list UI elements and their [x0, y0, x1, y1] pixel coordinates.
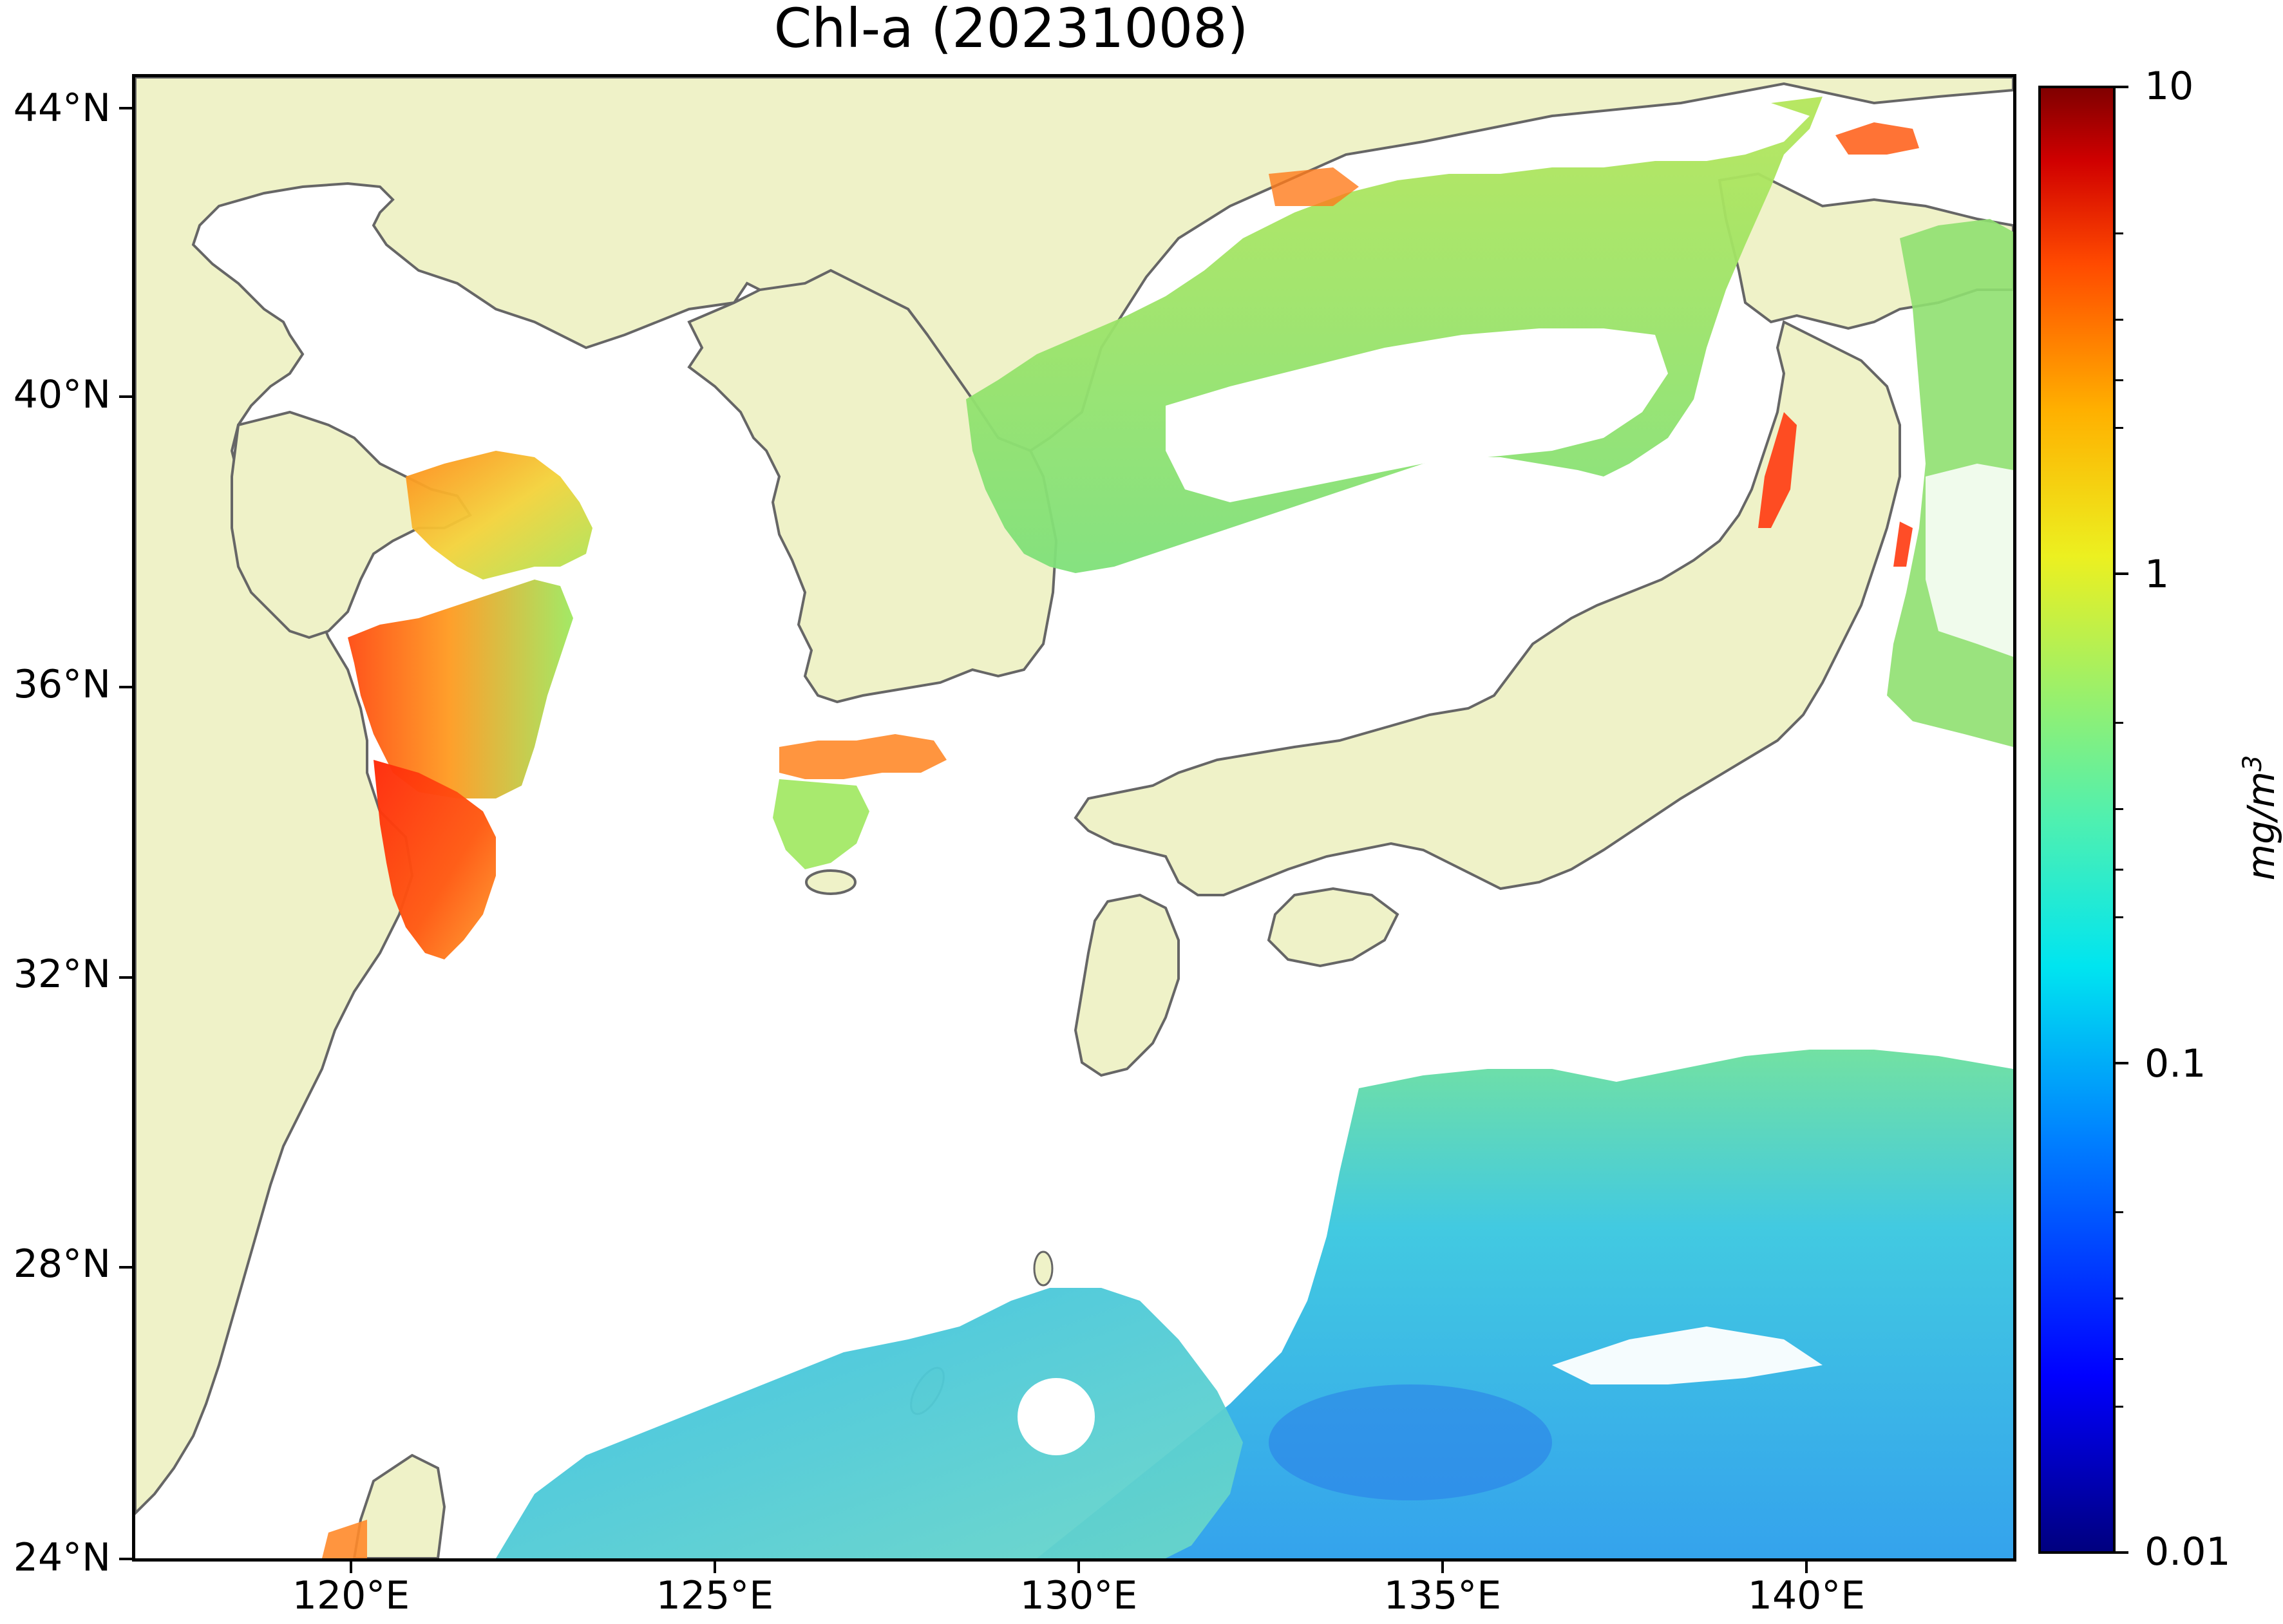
- lat-label-44: 44°N: [13, 86, 111, 131]
- colorbar-unit-base: mg/m: [2239, 771, 2283, 881]
- lon-label-125: 125°E: [656, 1573, 774, 1618]
- lat-tick: [119, 686, 132, 688]
- chl-jiangsu-coast: [374, 760, 496, 959]
- cloud-gap-japan-sea: [1166, 328, 1668, 502]
- colorbar-minor-tick: [2116, 319, 2123, 321]
- lon-tick: [714, 1562, 716, 1573]
- honshu-land: [1074, 320, 1901, 896]
- colorbar-minor-tick: [2116, 808, 2123, 810]
- chl-coast-korea-ne: [1269, 167, 1359, 206]
- lon-tick: [1441, 1562, 1444, 1573]
- chl-yellow-sea: [348, 580, 573, 798]
- colorbar-minor-tick: [2116, 916, 2123, 918]
- lat-tick: [119, 107, 132, 109]
- shandong-land: [231, 410, 472, 639]
- map-title: Chl-a (20231008): [773, 0, 1249, 60]
- chl-taiwan-strait: [322, 1520, 367, 1558]
- colorbar-tick: [2116, 1062, 2128, 1064]
- kyushu-land: [1074, 893, 1180, 1077]
- cloud-streak-pacific: [1552, 1327, 1823, 1384]
- chl-coast-russia: [1835, 122, 1919, 155]
- taiwan-land: [352, 1453, 446, 1558]
- lat-tick: [119, 976, 132, 979]
- chlorophyll-map: [132, 74, 2016, 1562]
- colorbar: [2038, 86, 2116, 1554]
- lon-label-130: 130°E: [1019, 1573, 1138, 1618]
- colorbar-minor-tick: [2116, 1406, 2123, 1408]
- colorbar-minor-tick: [2116, 869, 2123, 871]
- lon-label-120: 120°E: [292, 1573, 410, 1618]
- chl-korea-south-green: [773, 779, 869, 869]
- colorbar-tick: [2116, 572, 2128, 575]
- amami-island-land: [1033, 1251, 1054, 1287]
- cloud-blob-pacific: [1018, 1378, 1095, 1455]
- colorbar-minor-tick: [2116, 427, 2123, 429]
- colorbar-label-0.1: 0.1: [2145, 1041, 2206, 1086]
- colorbar-label-10: 10: [2145, 64, 2194, 109]
- lat-label-24: 24°N: [13, 1535, 111, 1580]
- lon-tick: [1077, 1562, 1080, 1573]
- lat-tick: [119, 1266, 132, 1269]
- colorbar-minor-tick: [2116, 1211, 2123, 1213]
- colorbar-label-1: 1: [2145, 552, 2170, 597]
- lat-label-32: 32°N: [13, 952, 111, 997]
- colorbar-minor-tick: [2116, 1298, 2123, 1299]
- colorbar-label-0.01: 0.01: [2145, 1529, 2231, 1574]
- lat-tick: [119, 395, 132, 398]
- lat-label-36: 36°N: [13, 662, 111, 707]
- colorbar-minor-tick: [2116, 379, 2123, 381]
- chl-korea-south-coast: [779, 734, 947, 779]
- colorbar-tick: [2116, 1551, 2128, 1554]
- jeju-island-land: [805, 869, 857, 895]
- shikoku-land: [1267, 887, 1399, 968]
- chl-okinawa-waters: [496, 1288, 1243, 1558]
- colorbar-minor-tick: [2116, 722, 2123, 724]
- lat-tick: [119, 1558, 132, 1560]
- lat-label-40: 40°N: [13, 372, 111, 417]
- chl-bohai-sea: [406, 451, 592, 580]
- colorbar-minor-tick: [2116, 1358, 2123, 1360]
- lon-label-140: 140°E: [1747, 1573, 1866, 1618]
- chl-blue-patch: [1269, 1384, 1552, 1500]
- lon-label-135: 135°E: [1383, 1573, 1502, 1618]
- colorbar-minor-tick: [2116, 232, 2123, 234]
- lon-tick: [1805, 1562, 1808, 1573]
- chl-coast-sanriku: [1893, 522, 1913, 567]
- colorbar-unit-label: mg/m3: [2238, 755, 2283, 881]
- colorbar-unit-exponent: 3: [2237, 755, 2268, 772]
- lat-label-28: 28°N: [13, 1242, 111, 1287]
- chl-coast-honshu-north: [1758, 412, 1797, 528]
- colorbar-tick: [2116, 86, 2128, 88]
- lon-tick: [350, 1562, 352, 1573]
- cloud-gap-pacific-east: [1926, 464, 2013, 657]
